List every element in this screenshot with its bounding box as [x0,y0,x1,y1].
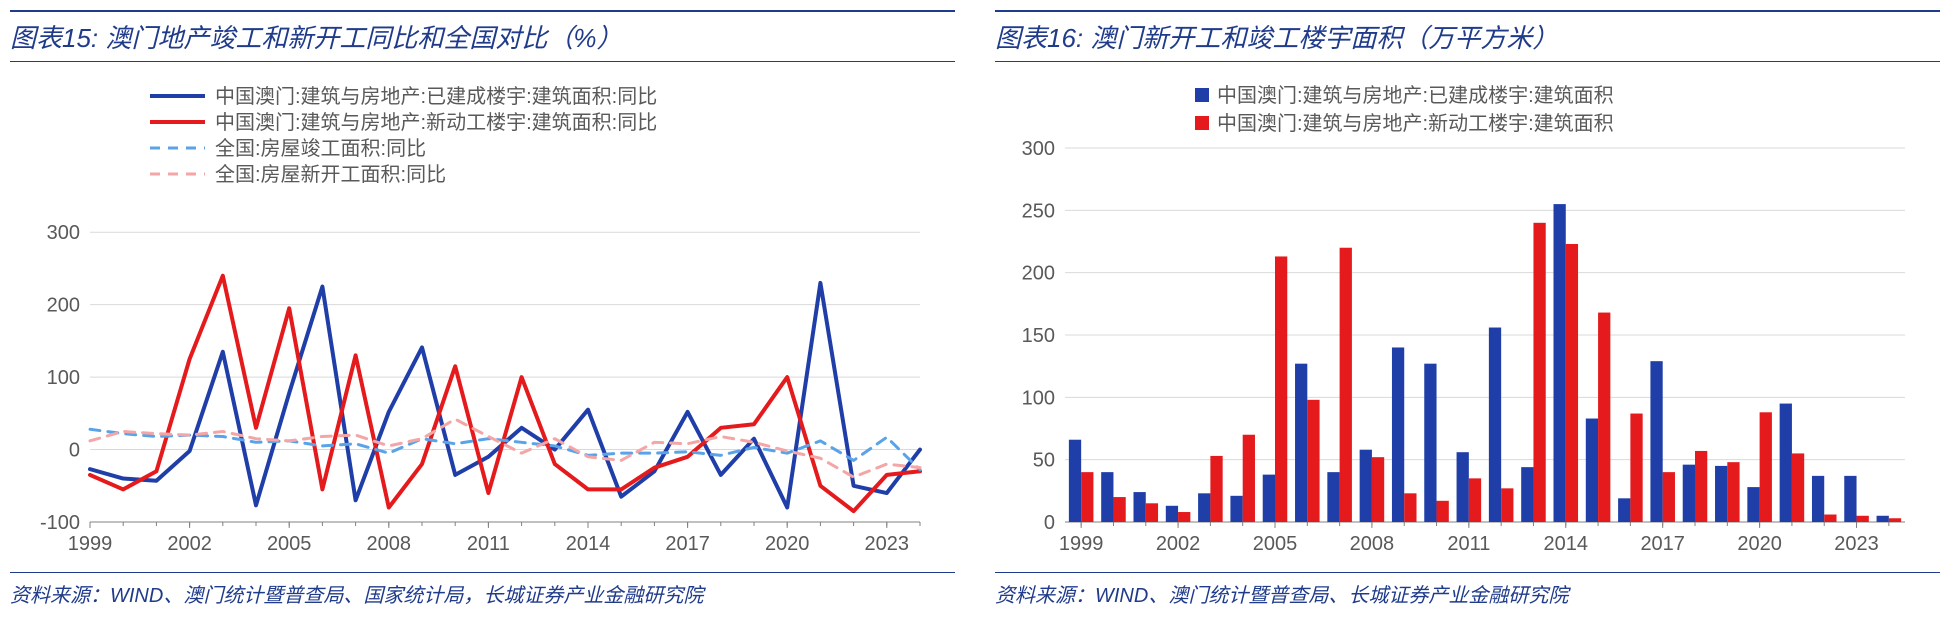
svg-text:300: 300 [1022,138,1055,160]
svg-text:中国澳门:建筑与房地产:新动工楼宇:建筑面积: 中国澳门:建筑与房地产:新动工楼宇:建筑面积 [1217,112,1614,135]
svg-text:2017: 2017 [1640,533,1685,555]
svg-text:2002: 2002 [1156,533,1201,555]
svg-text:中国澳门:建筑与房地产:已建成楼宇:建筑面积:同比: 中国澳门:建筑与房地产:已建成楼宇:建筑面积:同比 [215,85,657,108]
svg-text:0: 0 [69,440,80,462]
right-panel: 图表16: 澳门新开工和竣工楼宇面积（万平方米） 0 50 100 150 200 250… [995,10,1940,608]
svg-text:2005: 2005 [1253,533,1298,555]
svg-text:2023: 2023 [1834,533,1879,555]
svg-text:1999: 1999 [1059,533,1104,555]
svg-text:50: 50 [1033,450,1055,472]
left-panel: 图表15: 澳门地产竣工和新开工同比和全国对比（%） -100 0 100 200 30… [10,10,955,608]
svg-text:200: 200 [47,295,80,317]
svg-text:150: 150 [1022,325,1055,347]
line-chart: -100 0 100 200 300 1999 2002 2005 2008 2011 2014 20… [10,82,955,562]
source-right: 资料来源：WIND、澳门统计暨普查局、长城证券产业金融研究院 [995,572,1940,608]
svg-text:2005: 2005 [267,533,312,555]
source-left: 资料来源：WIND、澳门统计暨普查局、国家统计局，长城证券产业金融研究院 [10,572,955,608]
svg-text:2002: 2002 [167,533,212,555]
svg-text:300: 300 [47,222,80,244]
svg-text:2008: 2008 [1350,533,1395,555]
chart-title-left: 图表15: 澳门地产竣工和新开工同比和全国对比（%） [10,10,955,62]
svg-text:2014: 2014 [1544,533,1589,555]
svg-text:2011: 2011 [467,533,510,555]
svg-text:-100: -100 [40,512,80,534]
svg-text:2011: 2011 [1447,533,1490,555]
svg-text:200: 200 [1022,263,1055,285]
svg-text:0: 0 [1044,512,1055,534]
svg-text:2008: 2008 [367,533,412,555]
svg-text:100: 100 [47,367,80,389]
svg-text:250: 250 [1022,200,1055,222]
svg-text:2020: 2020 [1737,533,1782,555]
svg-text:2017: 2017 [665,533,710,555]
svg-text:100: 100 [1022,387,1055,409]
chart-title-right: 图表16: 澳门新开工和竣工楼宇面积（万平方米） [995,10,1940,62]
svg-text:全国:房屋新开工面积:同比: 全国:房屋新开工面积:同比 [215,163,446,186]
svg-text:2014: 2014 [566,533,611,555]
svg-text:1999: 1999 [68,533,113,555]
bar-chart: 0 50 100 150 200 250 300 1999 2002 2005 2008 2011 20… [995,82,1940,562]
svg-text:全国:房屋竣工面积:同比: 全国:房屋竣工面积:同比 [215,137,426,160]
svg-text:中国澳门:建筑与房地产:已建成楼宇:建筑面积: 中国澳门:建筑与房地产:已建成楼宇:建筑面积 [1217,84,1614,107]
svg-text:2020: 2020 [765,533,810,555]
svg-text:2023: 2023 [865,533,910,555]
svg-text:中国澳门:建筑与房地产:新动工楼宇:建筑面积:同比: 中国澳门:建筑与房地产:新动工楼宇:建筑面积:同比 [215,111,657,134]
